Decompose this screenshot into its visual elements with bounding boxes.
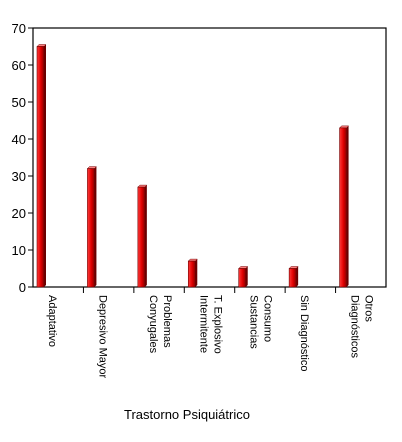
- y-tick-label: 10: [12, 243, 26, 258]
- bar-side: [245, 266, 248, 287]
- bar: [137, 186, 146, 288]
- bar: [36, 46, 45, 288]
- bar-side: [296, 266, 299, 287]
- bar: [288, 268, 297, 288]
- plot-area: [32, 27, 387, 288]
- bar: [187, 260, 196, 288]
- y-tick-label: 40: [12, 132, 26, 147]
- bar-side: [144, 185, 147, 287]
- x-tick-label: Sin Diagnóstico: [298, 295, 310, 371]
- y-axis: 0 10 20 30 40 50 60 70: [12, 21, 33, 295]
- bar-side: [195, 259, 198, 287]
- bars-group: [36, 44, 350, 288]
- x-tick-label: Consumo: [262, 295, 274, 342]
- x-tick-label: Otros: [363, 295, 375, 322]
- x-tick-label: Sustancias: [248, 295, 260, 349]
- bar-side: [94, 166, 97, 287]
- y-tick-label: 50: [12, 95, 26, 110]
- x-tick-label: Problemas: [161, 295, 173, 348]
- bar: [339, 127, 347, 288]
- y-tick-label: 0: [19, 280, 26, 295]
- bar-side: [44, 44, 46, 287]
- y-tick-label: 70: [12, 21, 26, 36]
- y-tick-label: 20: [12, 206, 26, 221]
- bar-side: [346, 125, 349, 288]
- y-tick-label: 60: [12, 58, 26, 73]
- x-tick-label: Depresivo Mayor: [96, 295, 108, 378]
- bar: [238, 268, 247, 288]
- x-tick-label: Intermitente: [197, 295, 209, 353]
- x-axis: Adaptativo Depresivo Mayor ProblemasConyug…: [46, 287, 375, 378]
- x-axis-title: Trastorno Psiquiátrico: [124, 407, 250, 422]
- x-tick-label: Adaptativo: [46, 295, 58, 347]
- x-tick-label: Conyugales: [147, 295, 159, 354]
- y-tick-label: 30: [12, 169, 26, 184]
- x-tick-label: T. Explosivo: [211, 295, 223, 354]
- plot-border: [32, 27, 387, 288]
- x-tick-label: Diagnósticos: [349, 295, 361, 358]
- bar: [87, 168, 95, 288]
